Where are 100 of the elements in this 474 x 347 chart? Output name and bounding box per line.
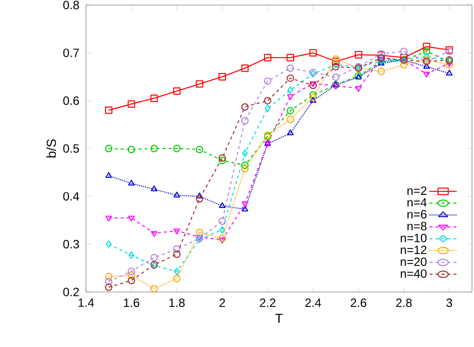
legend-label: n=20: [400, 257, 427, 266]
point: [422, 48, 430, 56]
legend-label: n=4: [407, 198, 427, 207]
point: [241, 164, 249, 172]
point: [105, 272, 112, 280]
x-tick-label: 2.4: [305, 298, 322, 307]
point: [332, 84, 340, 90]
x-axis-title: T: [275, 314, 283, 323]
point: [287, 86, 294, 94]
point: [241, 103, 249, 111]
point: [128, 146, 136, 154]
point: [196, 195, 204, 202]
point: [377, 54, 385, 62]
point: [128, 216, 135, 222]
point: [173, 245, 181, 253]
point: [128, 268, 136, 276]
point: [196, 80, 204, 88]
y-tick-label: 0.8: [63, 0, 79, 10]
point: [150, 185, 158, 192]
point: [105, 284, 112, 291]
point: [355, 86, 362, 92]
point: [377, 68, 385, 76]
point: [196, 146, 204, 154]
point: [264, 96, 272, 104]
point: [422, 42, 430, 50]
point: [173, 250, 181, 258]
point: [286, 74, 294, 82]
point: [242, 150, 248, 157]
point: [264, 77, 272, 85]
point: [378, 56, 384, 63]
y-tick-label: 0.3: [63, 240, 79, 248]
point: [150, 144, 158, 152]
point: [196, 192, 203, 198]
point: [286, 116, 294, 124]
point: [128, 276, 136, 284]
point: [218, 202, 226, 208]
point: [128, 100, 136, 108]
point: [400, 48, 408, 56]
point: [128, 272, 136, 279]
legend-label: n=12: [400, 246, 426, 254]
y-tick-label: 0.6: [63, 96, 79, 105]
point: [218, 218, 226, 225]
point: [218, 234, 226, 242]
x-tick-label: 2.2: [260, 298, 276, 307]
point: [173, 144, 181, 152]
point: [287, 129, 294, 136]
point: [174, 228, 180, 234]
y-axis-title: b/S: [46, 139, 56, 158]
point: [332, 74, 340, 81]
point: [309, 91, 317, 99]
point: [105, 172, 112, 178]
point: [241, 117, 249, 124]
point: [287, 94, 294, 100]
point: [105, 216, 112, 222]
point: [423, 63, 430, 69]
point: [354, 51, 362, 58]
x-tick-label: 2: [220, 298, 225, 307]
x-tick-label: 1.6: [124, 298, 140, 308]
point: [332, 58, 340, 66]
point: [423, 72, 430, 78]
point: [264, 54, 272, 62]
point: [150, 284, 158, 292]
point: [242, 201, 248, 208]
point: [219, 226, 226, 234]
x-tick-label: 1.8: [169, 298, 185, 308]
point: [241, 162, 249, 169]
point: [174, 268, 180, 276]
point: [332, 55, 340, 63]
point: [173, 87, 181, 95]
x-tick-label: 2.8: [396, 298, 412, 308]
point: [286, 107, 294, 114]
point: [196, 228, 204, 236]
y-tick-label: 0.4: [63, 192, 80, 201]
point: [309, 94, 317, 102]
legend-label: n=6: [407, 210, 426, 219]
point: [218, 238, 226, 244]
y-tick-label: 0.7: [63, 48, 79, 58]
point: [286, 64, 294, 72]
point: [174, 192, 180, 198]
point: [106, 240, 112, 248]
x-tick-label: 2.6: [350, 298, 366, 308]
point: [264, 104, 271, 112]
point: [309, 49, 317, 57]
y-tick-label: 0.2: [63, 288, 79, 296]
y-tick-label: 0.5: [63, 144, 79, 153]
point: [128, 251, 134, 259]
point: [218, 154, 226, 162]
legend-label: n=40: [400, 269, 427, 278]
point: [105, 278, 112, 286]
point: [446, 70, 453, 76]
point: [105, 144, 112, 152]
point: [242, 206, 248, 212]
point: [150, 231, 158, 237]
point: [241, 64, 249, 72]
point: [150, 94, 158, 102]
x-tick-label: 3: [446, 298, 452, 308]
point: [286, 54, 294, 62]
legend-label: n=10: [400, 234, 427, 242]
point: [173, 274, 181, 282]
point: [218, 73, 226, 80]
